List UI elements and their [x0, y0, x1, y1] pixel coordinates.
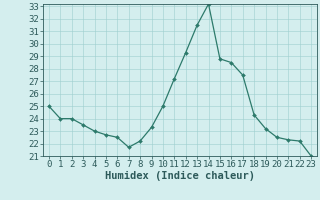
- X-axis label: Humidex (Indice chaleur): Humidex (Indice chaleur): [105, 171, 255, 181]
